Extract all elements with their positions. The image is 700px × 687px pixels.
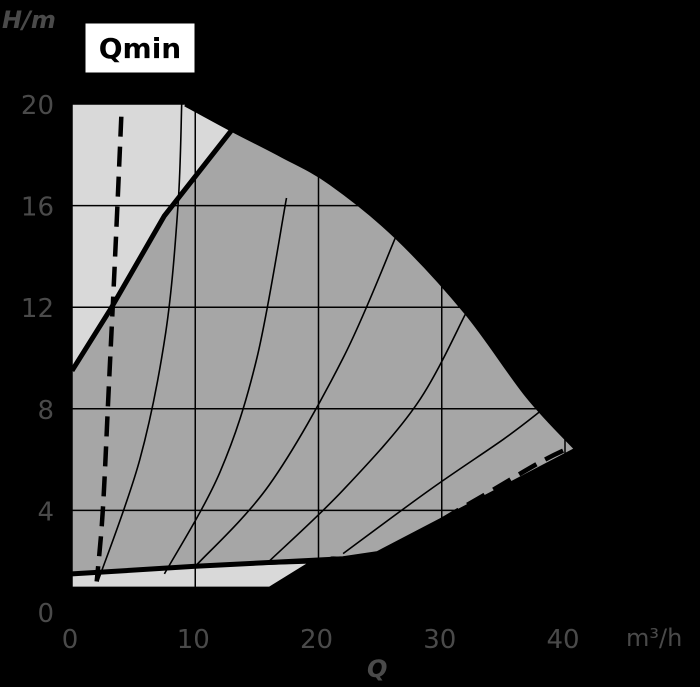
upper-limit-line [69,127,235,373]
x-tick-label: 10 [177,625,210,655]
grid [71,103,566,613]
x-tick-label: 0 [62,625,79,655]
qmin-label: Qmin [99,32,182,65]
qmax-dashed-dashed [330,442,579,562]
qmin-light-region [72,104,233,371]
x-tick-label: 30 [423,625,456,655]
speed-curve [268,311,468,562]
speed-curve [97,103,183,582]
speed-curve [163,197,288,575]
bottom-light-band [72,563,307,587]
y-tick-label: 12 [21,294,54,324]
qmin-line-dashed [94,116,124,582]
qmin-label-box: Qmin [82,20,198,76]
x-tick-label: 40 [546,625,579,655]
x-axis-label: Q [367,655,387,683]
x-tick-label: 20 [300,625,333,655]
operating-region [72,129,578,574]
speed-curve [194,235,397,567]
y-tick-label: 8 [37,396,54,426]
y-axis-label: H/m [2,6,56,34]
y-tick-label: 0 [37,599,54,629]
speed-curve [342,410,541,555]
y-tick-label: 4 [37,497,54,527]
y-tick-label: 20 [21,91,54,121]
qmin-box [82,20,198,76]
regions [72,104,578,587]
max-curve [184,101,580,452]
tick-labels: 0 10 20 30 40 0 4 8 12 16 20 [21,91,580,655]
curves [69,101,580,582]
x-axis-unit: m³/h [626,624,682,652]
y-tick-label: 16 [21,193,54,223]
